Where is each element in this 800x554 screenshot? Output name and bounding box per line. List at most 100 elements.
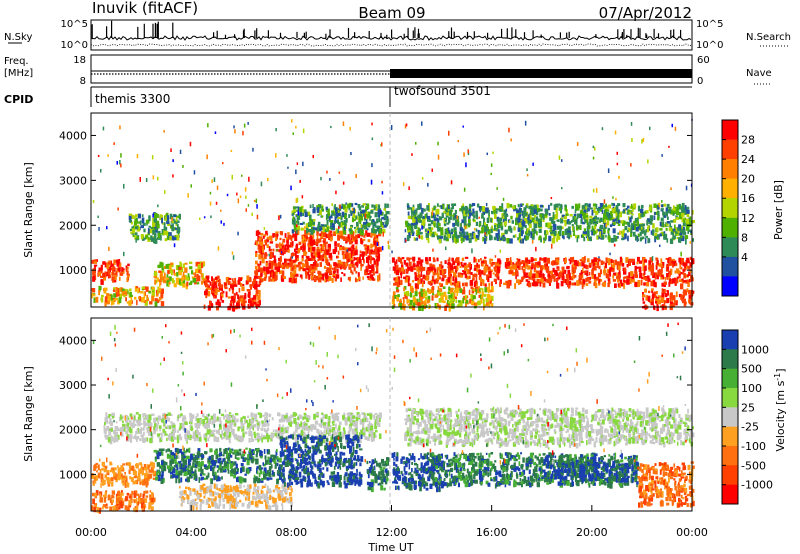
power-cell	[621, 282, 624, 287]
power-cell	[253, 295, 257, 300]
power-cell	[607, 276, 610, 282]
power-cell	[367, 232, 371, 237]
power-cell	[100, 279, 104, 285]
power-cell	[630, 225, 633, 229]
velocity-cell	[128, 503, 132, 508]
power-cell	[419, 302, 422, 307]
power-cell	[452, 261, 456, 266]
power-cell	[394, 269, 397, 274]
power-cell	[454, 231, 458, 236]
velocity-cell	[104, 417, 108, 423]
power-cell	[406, 268, 408, 273]
power-cell	[311, 269, 315, 273]
power-cell	[454, 296, 458, 299]
power-cell	[448, 294, 452, 300]
velocity-cell	[129, 476, 132, 480]
power-cell	[379, 208, 382, 213]
power-cell	[438, 282, 441, 286]
power-cell	[665, 207, 668, 214]
power-cell	[481, 227, 484, 234]
power-cell	[322, 226, 325, 233]
power-cell	[170, 224, 173, 228]
power-cell	[281, 251, 285, 256]
power-cell	[542, 277, 546, 282]
power-cell	[390, 125, 393, 130]
power-cell	[456, 261, 460, 266]
power-cell	[179, 281, 183, 286]
power-cell	[143, 292, 146, 298]
power-cell	[256, 303, 258, 309]
power-cell	[236, 192, 238, 196]
power-cell	[538, 209, 540, 213]
power-cell	[596, 208, 600, 214]
power-cell	[476, 262, 479, 267]
power-cell	[199, 217, 201, 220]
power-cell	[227, 280, 231, 286]
power-cell	[438, 216, 441, 220]
power-cell	[623, 280, 626, 283]
power-cell	[319, 244, 323, 247]
power-cell	[377, 225, 380, 228]
power-cell	[314, 260, 317, 266]
power-cell	[255, 250, 258, 253]
velocity-cell	[105, 503, 108, 507]
power-cell	[617, 210, 620, 215]
power-cell	[385, 218, 389, 225]
power-cell	[377, 260, 379, 266]
velocity-cell	[365, 426, 369, 432]
power-cell	[187, 193, 189, 198]
power-cell	[211, 281, 215, 288]
power-cell	[430, 269, 434, 273]
power-cell	[427, 288, 430, 293]
power-cell	[160, 235, 162, 241]
power-cell	[300, 227, 304, 231]
power-cell	[671, 264, 674, 268]
power-cell	[544, 214, 548, 217]
power-cell	[498, 209, 502, 212]
velocity-cell	[248, 430, 252, 436]
power-cell	[356, 221, 359, 227]
power-cell	[171, 226, 175, 232]
power-cell	[572, 226, 575, 233]
velocity-cell	[121, 468, 124, 472]
power-cell	[287, 234, 291, 240]
velocity-cell	[197, 436, 200, 442]
power-cell	[302, 268, 307, 272]
power-cell	[372, 232, 376, 236]
power-cell	[467, 263, 470, 268]
power-cell	[528, 266, 530, 270]
power-cell	[366, 248, 369, 254]
velocity-cell	[347, 416, 351, 422]
power-cell	[326, 275, 329, 278]
power-cell	[324, 228, 328, 233]
power-cell	[299, 261, 303, 265]
power-cell	[439, 205, 442, 208]
power-cell	[409, 283, 412, 287]
power-cell	[295, 209, 298, 212]
power-cell	[533, 223, 536, 230]
power-cell	[597, 258, 600, 261]
power-cell	[335, 228, 338, 235]
power-cell	[311, 219, 314, 223]
power-cell	[539, 204, 543, 208]
power-cell	[290, 235, 293, 242]
power-cell	[466, 268, 469, 275]
power-cell	[304, 234, 308, 237]
velocity-cell	[145, 481, 148, 488]
power-cell	[592, 156, 595, 160]
power-cell	[215, 301, 219, 306]
power-cell	[363, 234, 366, 238]
velocity-cell	[204, 416, 208, 420]
power-cell	[567, 232, 571, 238]
velocity-cell	[145, 495, 149, 498]
power-cell	[608, 281, 611, 284]
power-cell	[432, 259, 436, 263]
power-cell	[116, 161, 118, 165]
power-cell	[179, 263, 183, 268]
power-cell	[296, 197, 299, 203]
power-cell	[293, 253, 296, 256]
power-cell	[182, 271, 185, 277]
power-cell	[515, 217, 519, 222]
power-cell	[210, 303, 213, 308]
power-cell	[119, 125, 121, 130]
